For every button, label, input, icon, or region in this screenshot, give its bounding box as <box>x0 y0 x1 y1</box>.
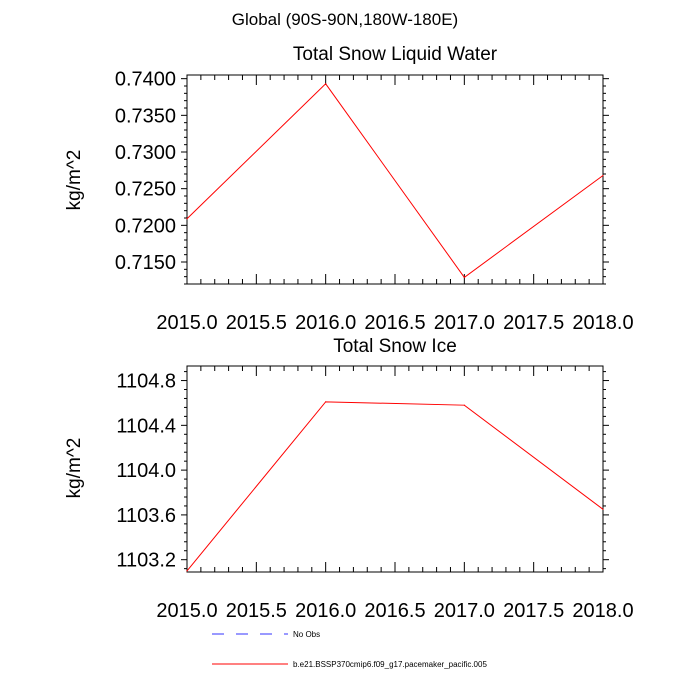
y-tick-label: 0.7200 <box>115 215 176 237</box>
series-line <box>186 401 604 572</box>
y-tick-label: 1103.6 <box>116 505 176 527</box>
legend: No Obs b.e21.BSSP370cmip6.f09_g17.pacema… <box>212 630 487 669</box>
x-tick-label: 2015.5 <box>226 312 287 334</box>
plot-frame <box>186 365 604 573</box>
legend-item-no-obs: No Obs <box>212 630 320 639</box>
x-tick-label: 2018.0 <box>572 600 633 622</box>
x-tick-label: 2015.5 <box>226 600 287 622</box>
x-tick-label: 2017.5 <box>503 312 564 334</box>
chart-title: Total Snow Ice <box>333 336 457 357</box>
data-point <box>463 276 465 278</box>
data-point <box>602 508 604 510</box>
x-tick-label: 2015.0 <box>156 600 217 622</box>
x-tick-label: 2016.0 <box>295 600 356 622</box>
x-tick-label: 2016.5 <box>364 600 425 622</box>
x-tick-label: 2018.0 <box>572 312 633 334</box>
data-point <box>325 401 327 403</box>
data-point <box>602 174 604 177</box>
legend-label: b.e21.BSSP370cmip6.f09_g17.pacemaker_pac… <box>293 660 487 669</box>
data-point <box>463 404 465 406</box>
y-tick-label: 1104.4 <box>116 415 176 437</box>
figure-suptitle: Global (90S-90N,180W-180E) <box>232 10 458 29</box>
x-tick-label: 2016.5 <box>364 312 425 334</box>
x-tick-label: 2016.0 <box>295 312 356 334</box>
y-tick-label: 1103.2 <box>116 550 176 572</box>
legend-label: No Obs <box>293 630 320 639</box>
chart-panel-snow-ice: Total Snow Ice kg/m^2 2015.0 2015.5 2016.0… <box>64 336 634 622</box>
chart-panel-snow-liquid-water: Total Snow Liquid Water kg/m^2 2015.0 201… <box>64 44 634 334</box>
y-tick-label: 0.7400 <box>115 69 176 91</box>
data-point <box>186 570 188 572</box>
y-tick-label: 0.7250 <box>115 179 176 201</box>
data-point <box>186 218 188 220</box>
y-tick-label: 1104.0 <box>116 460 176 482</box>
y-tick-label: 0.7300 <box>115 142 176 164</box>
plot-frame <box>186 74 604 285</box>
y-tick-label: 1104.8 <box>116 371 176 393</box>
x-tick-label: 2017.0 <box>434 600 495 622</box>
series-line <box>186 83 604 279</box>
y-tick-label: 0.7150 <box>115 252 176 274</box>
x-tick-label: 2017.0 <box>434 312 495 334</box>
y-axis-label: kg/m^2 <box>64 438 85 499</box>
x-tick-label: 2017.5 <box>503 600 564 622</box>
chart-title: Total Snow Liquid Water <box>293 44 498 65</box>
y-axis-label: kg/m^2 <box>64 150 85 211</box>
x-tick-label: 2015.0 <box>156 312 217 334</box>
y-tick-label: 0.7350 <box>115 105 176 127</box>
data-point <box>325 83 327 85</box>
legend-item-case: b.e21.BSSP370cmip6.f09_g17.pacemaker_pac… <box>212 660 487 669</box>
